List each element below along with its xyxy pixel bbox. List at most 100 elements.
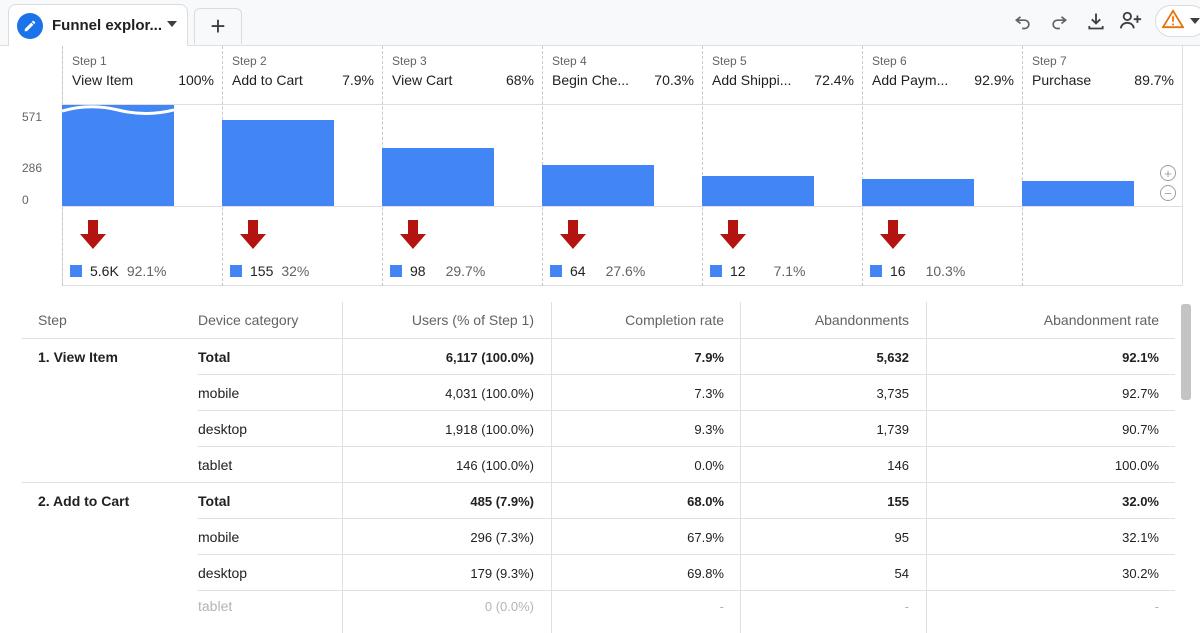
table-row[interactable]: tablet 146 (100.0%) 0.0% 146 100.0%: [198, 446, 1175, 482]
abandonment-rate-cell: 90.7%: [1122, 421, 1159, 437]
step-percent: 92.9%: [974, 72, 1014, 88]
funnel-step-6[interactable]: Step 6 Add Paym... 92.9%: [862, 46, 1022, 104]
funnel-bar-step-4[interactable]: [542, 164, 654, 206]
funnel-step-1[interactable]: Step 1 View Item 100%: [62, 46, 222, 104]
column-header-users[interactable]: Users (% of Step 1): [411, 312, 534, 328]
chevron-down-icon: [1190, 18, 1200, 24]
completion-cell: 7.3%: [694, 385, 724, 401]
column-header-completion[interactable]: Completion rate: [625, 312, 724, 328]
step-cell: 1. View Item: [38, 349, 118, 365]
abandonment-summary[interactable]: 155 32%: [230, 263, 309, 279]
device-cell: Total: [198, 493, 231, 509]
axis-baseline: [62, 206, 1183, 207]
abandonment-summary[interactable]: 5.6K 92.1%: [70, 263, 167, 279]
column-header-abandonments[interactable]: Abandonments: [814, 312, 909, 328]
device-cell: tablet: [198, 598, 233, 614]
column-divider: [740, 302, 741, 633]
chevron-down-icon[interactable]: [167, 21, 177, 27]
table-row[interactable]: tablet 0 (0.0%) - - -: [198, 590, 1175, 620]
completion-cell: 69.8%: [687, 565, 724, 581]
table-row[interactable]: 1. View Item Total 6,117 (100.0%) 7.9% 5…: [22, 338, 1175, 374]
abandonment-count: 16: [890, 263, 906, 279]
abandonment-count: 12: [730, 263, 746, 279]
abandonments-cell: 54: [894, 565, 909, 581]
column-divider: [342, 302, 343, 633]
column-divider: [926, 302, 927, 633]
users-cell: 296 (7.3%): [470, 529, 534, 545]
step-cell: 2. Add to Cart: [38, 493, 130, 509]
abandonment-rate-cell: 30.2%: [1122, 565, 1159, 581]
funnel-step-4[interactable]: Step 4 Begin Che... 70.3%: [542, 46, 702, 104]
device-cell: Total: [198, 349, 231, 365]
tab-title: Funnel explor...: [52, 17, 163, 34]
funnel-bar-step-3[interactable]: [382, 147, 494, 206]
abandonment-count: 98: [410, 263, 426, 279]
abandonment-rate-cell: 32.1%: [1122, 529, 1159, 545]
top-bar: Funnel explor... +: [0, 0, 1200, 46]
funnel-step-7[interactable]: Step 7 Purchase 89.7%: [1022, 46, 1182, 104]
funnel-step-5[interactable]: Step 5 Add Shippi... 72.4%: [702, 46, 862, 104]
step-percent: 68%: [505, 72, 534, 88]
tab-funnel-exploration[interactable]: Funnel explor...: [8, 4, 188, 46]
step-name: Purchase: [1032, 72, 1092, 88]
column-header-abandonment-rate[interactable]: Abandonment rate: [1043, 312, 1159, 328]
abandonment-summary[interactable]: 16 10.3%: [870, 263, 965, 279]
step-name: Add Paym...: [872, 72, 949, 88]
users-cell: 4,031 (100.0%): [445, 385, 534, 401]
funnel-bar-step-7[interactable]: [1022, 181, 1134, 206]
redo-icon[interactable]: [1045, 8, 1073, 34]
funnel-step-3[interactable]: Step 3 View Cart 68%: [382, 46, 542, 104]
abandonment-rate: 27.6%: [605, 263, 646, 279]
funnel-bar-step-2[interactable]: [222, 120, 334, 206]
abandonment-rate: 92.1%: [126, 263, 167, 279]
column-header-step[interactable]: Step: [38, 312, 67, 328]
abandonment-summary[interactable]: 98 29.7%: [390, 263, 485, 279]
arrow-down-icon: [560, 220, 586, 249]
step-percent: 70.3%: [654, 72, 694, 88]
step-name: View Cart: [392, 72, 453, 88]
abandonment-summary[interactable]: 64 27.6%: [550, 263, 645, 279]
completion-cell: 7.9%: [694, 349, 724, 365]
y-tick-label: 571: [22, 110, 43, 124]
completion-cell: -: [719, 598, 724, 614]
funnel-bar-step-1[interactable]: [62, 105, 174, 206]
arrow-down-icon: [240, 220, 266, 249]
abandonment-summary[interactable]: 12 7.1%: [710, 263, 806, 279]
warning-icon: [1161, 8, 1185, 34]
funnel-bar-step-5[interactable]: [702, 176, 814, 206]
step-percent: 100%: [178, 72, 214, 88]
table-row[interactable]: desktop 1,918 (100.0%) 9.3% 1,739 90.7%: [198, 410, 1175, 446]
add-tab-button[interactable]: +: [194, 8, 242, 44]
download-icon[interactable]: [1082, 8, 1110, 34]
table-row[interactable]: desktop 179 (9.3%) 69.8% 54 30.2%: [198, 554, 1175, 590]
funnel-bar-step-6[interactable]: [862, 178, 974, 206]
arrow-down-icon: [80, 220, 106, 249]
table-scrollbar[interactable]: [1181, 304, 1191, 400]
table-header-row: Step Device category Users (% of Step 1)…: [22, 302, 1175, 338]
device-cell: tablet: [198, 457, 233, 473]
users-cell: 485 (7.9%): [470, 493, 534, 509]
step-number: Step 2: [232, 54, 267, 68]
zoom-out-button[interactable]: −: [1160, 185, 1176, 201]
step-number: Step 6: [872, 54, 907, 68]
table-row[interactable]: 2. Add to Cart Total 485 (7.9%) 68.0% 15…: [22, 482, 1175, 518]
warning-button[interactable]: [1155, 5, 1200, 37]
abandonments-cell: 5,632: [876, 349, 909, 365]
step-number: Step 3: [392, 54, 427, 68]
abandonment-rate: 7.1%: [773, 263, 806, 279]
funnel-step-2[interactable]: Step 2 Add to Cart 7.9%: [222, 46, 382, 104]
zoom-in-button[interactable]: +: [1160, 165, 1176, 181]
column-divider: [862, 46, 863, 286]
table-row[interactable]: mobile 4,031 (100.0%) 7.3% 3,735 92.7%: [198, 374, 1175, 410]
undo-icon[interactable]: [1009, 8, 1037, 34]
pencil-icon[interactable]: [17, 12, 43, 39]
legend-swatch: [70, 265, 82, 277]
table-row[interactable]: mobile 296 (7.3%) 67.9% 95 32.1%: [198, 518, 1175, 554]
device-cell: mobile: [198, 385, 240, 401]
share-icon[interactable]: [1117, 8, 1145, 34]
column-header-device[interactable]: Device category: [198, 312, 299, 328]
legend-swatch: [870, 265, 882, 277]
step-percent: 7.9%: [342, 72, 374, 88]
y-tick-label: 286: [22, 161, 43, 175]
device-cell: mobile: [198, 529, 240, 545]
